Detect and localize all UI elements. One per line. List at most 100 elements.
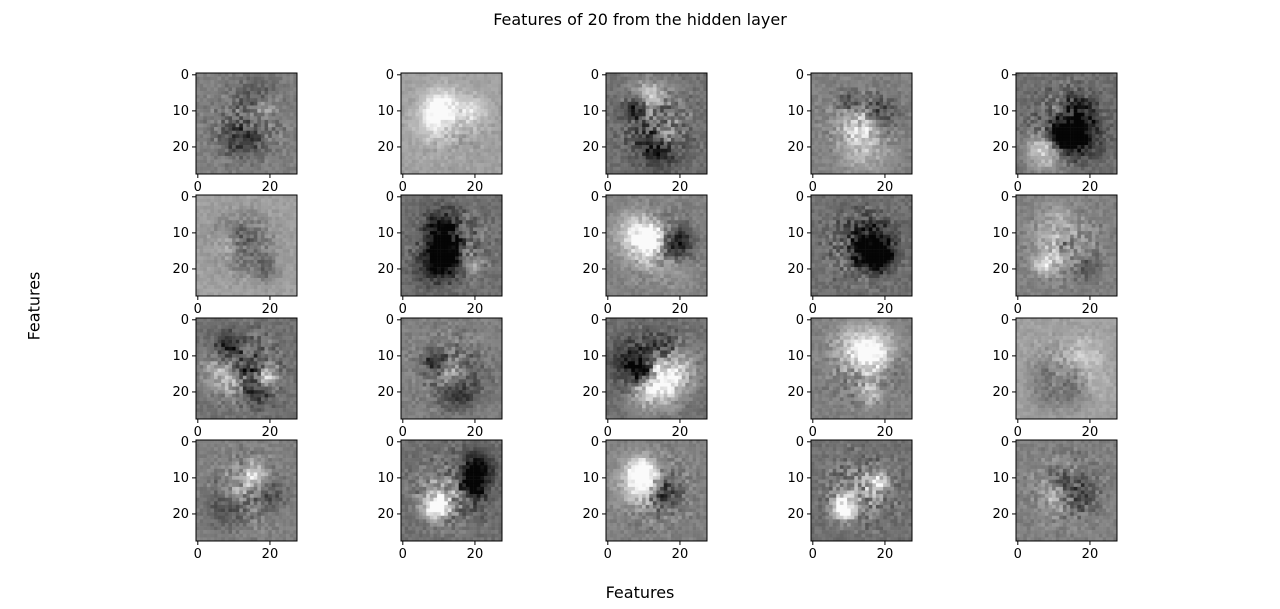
y-tick-label: 10 [172, 349, 189, 364]
y-tick-label: 10 [787, 471, 804, 486]
feature-panel-13: 0 10 20 0 20 [787, 313, 912, 440]
x-tick-label: 20 [262, 547, 279, 562]
y-tick-label: 10 [582, 471, 599, 486]
x-tick-label: 0 [1014, 425, 1022, 440]
y-tick-label: 20 [992, 507, 1009, 522]
x-tick-label: 20 [877, 180, 894, 195]
x-tick-label: 20 [1082, 302, 1099, 317]
x-tick-label: 0 [194, 547, 202, 562]
feature-image [401, 440, 502, 541]
feature-image [1016, 195, 1117, 296]
y-tick-label: 0 [386, 190, 394, 205]
feature-image [401, 195, 502, 296]
y-tick-label: 0 [1001, 68, 1009, 83]
x-tick-label: 0 [1014, 180, 1022, 195]
y-tick-label: 10 [787, 226, 804, 241]
x-tick-label: 0 [1014, 547, 1022, 562]
y-tick-label: 20 [582, 385, 599, 400]
y-tick-label: 10 [992, 349, 1009, 364]
y-tick-label: 20 [992, 385, 1009, 400]
x-tick-label: 20 [467, 180, 484, 195]
x-tick-label: 20 [262, 180, 279, 195]
x-tick-label: 0 [809, 302, 817, 317]
y-tick-label: 10 [992, 104, 1009, 119]
feature-image [196, 318, 297, 419]
feature-image [606, 318, 707, 419]
y-tick-label: 0 [181, 190, 189, 205]
x-tick-label: 0 [194, 425, 202, 440]
y-tick-label: 10 [582, 349, 599, 364]
y-tick-label: 0 [591, 313, 599, 328]
feature-image [811, 440, 912, 541]
x-tick-label: 0 [399, 547, 407, 562]
y-tick-label: 20 [582, 507, 599, 522]
y-tick-label: 0 [386, 435, 394, 450]
y-tick-label: 10 [787, 349, 804, 364]
y-tick-label: 20 [787, 140, 804, 155]
x-tick-label: 0 [809, 180, 817, 195]
x-tick-label: 20 [877, 302, 894, 317]
y-tick-label: 0 [796, 313, 804, 328]
feature-image [401, 318, 502, 419]
feature-image [1016, 440, 1117, 541]
x-tick-label: 20 [877, 425, 894, 440]
y-tick-label: 0 [591, 190, 599, 205]
y-tick-label: 20 [377, 140, 394, 155]
y-tick-label: 20 [582, 262, 599, 277]
x-tick-label: 0 [604, 180, 612, 195]
y-tick-label: 20 [172, 385, 189, 400]
y-tick-label: 20 [377, 262, 394, 277]
x-tick-label: 0 [399, 180, 407, 195]
feature-image [1016, 73, 1117, 174]
y-tick-label: 0 [796, 435, 804, 450]
x-tick-label: 20 [262, 302, 279, 317]
feature-image [606, 440, 707, 541]
y-tick-label: 10 [377, 226, 394, 241]
x-tick-label: 20 [467, 425, 484, 440]
feature-image [196, 73, 297, 174]
y-tick-label: 20 [787, 385, 804, 400]
y-tick-label: 20 [172, 140, 189, 155]
x-tick-label: 0 [604, 425, 612, 440]
y-tick-label: 20 [377, 507, 394, 522]
x-tick-label: 20 [1082, 425, 1099, 440]
y-tick-label: 20 [377, 385, 394, 400]
x-tick-label: 0 [194, 180, 202, 195]
y-tick-label: 0 [181, 313, 189, 328]
feature-image [606, 195, 707, 296]
y-tick-label: 0 [796, 190, 804, 205]
feature-image [811, 73, 912, 174]
x-tick-label: 20 [672, 547, 689, 562]
y-tick-label: 0 [591, 68, 599, 83]
x-tick-label: 0 [604, 302, 612, 317]
x-tick-label: 0 [1014, 302, 1022, 317]
feature-image [606, 73, 707, 174]
y-tick-label: 0 [1001, 435, 1009, 450]
x-tick-label: 0 [809, 425, 817, 440]
y-tick-label: 20 [172, 507, 189, 522]
x-tick-label: 20 [877, 547, 894, 562]
y-tick-label: 20 [787, 262, 804, 277]
y-tick-label: 20 [992, 140, 1009, 155]
y-tick-label: 0 [181, 435, 189, 450]
x-tick-label: 0 [399, 302, 407, 317]
y-tick-label: 10 [992, 471, 1009, 486]
y-tick-label: 10 [582, 104, 599, 119]
